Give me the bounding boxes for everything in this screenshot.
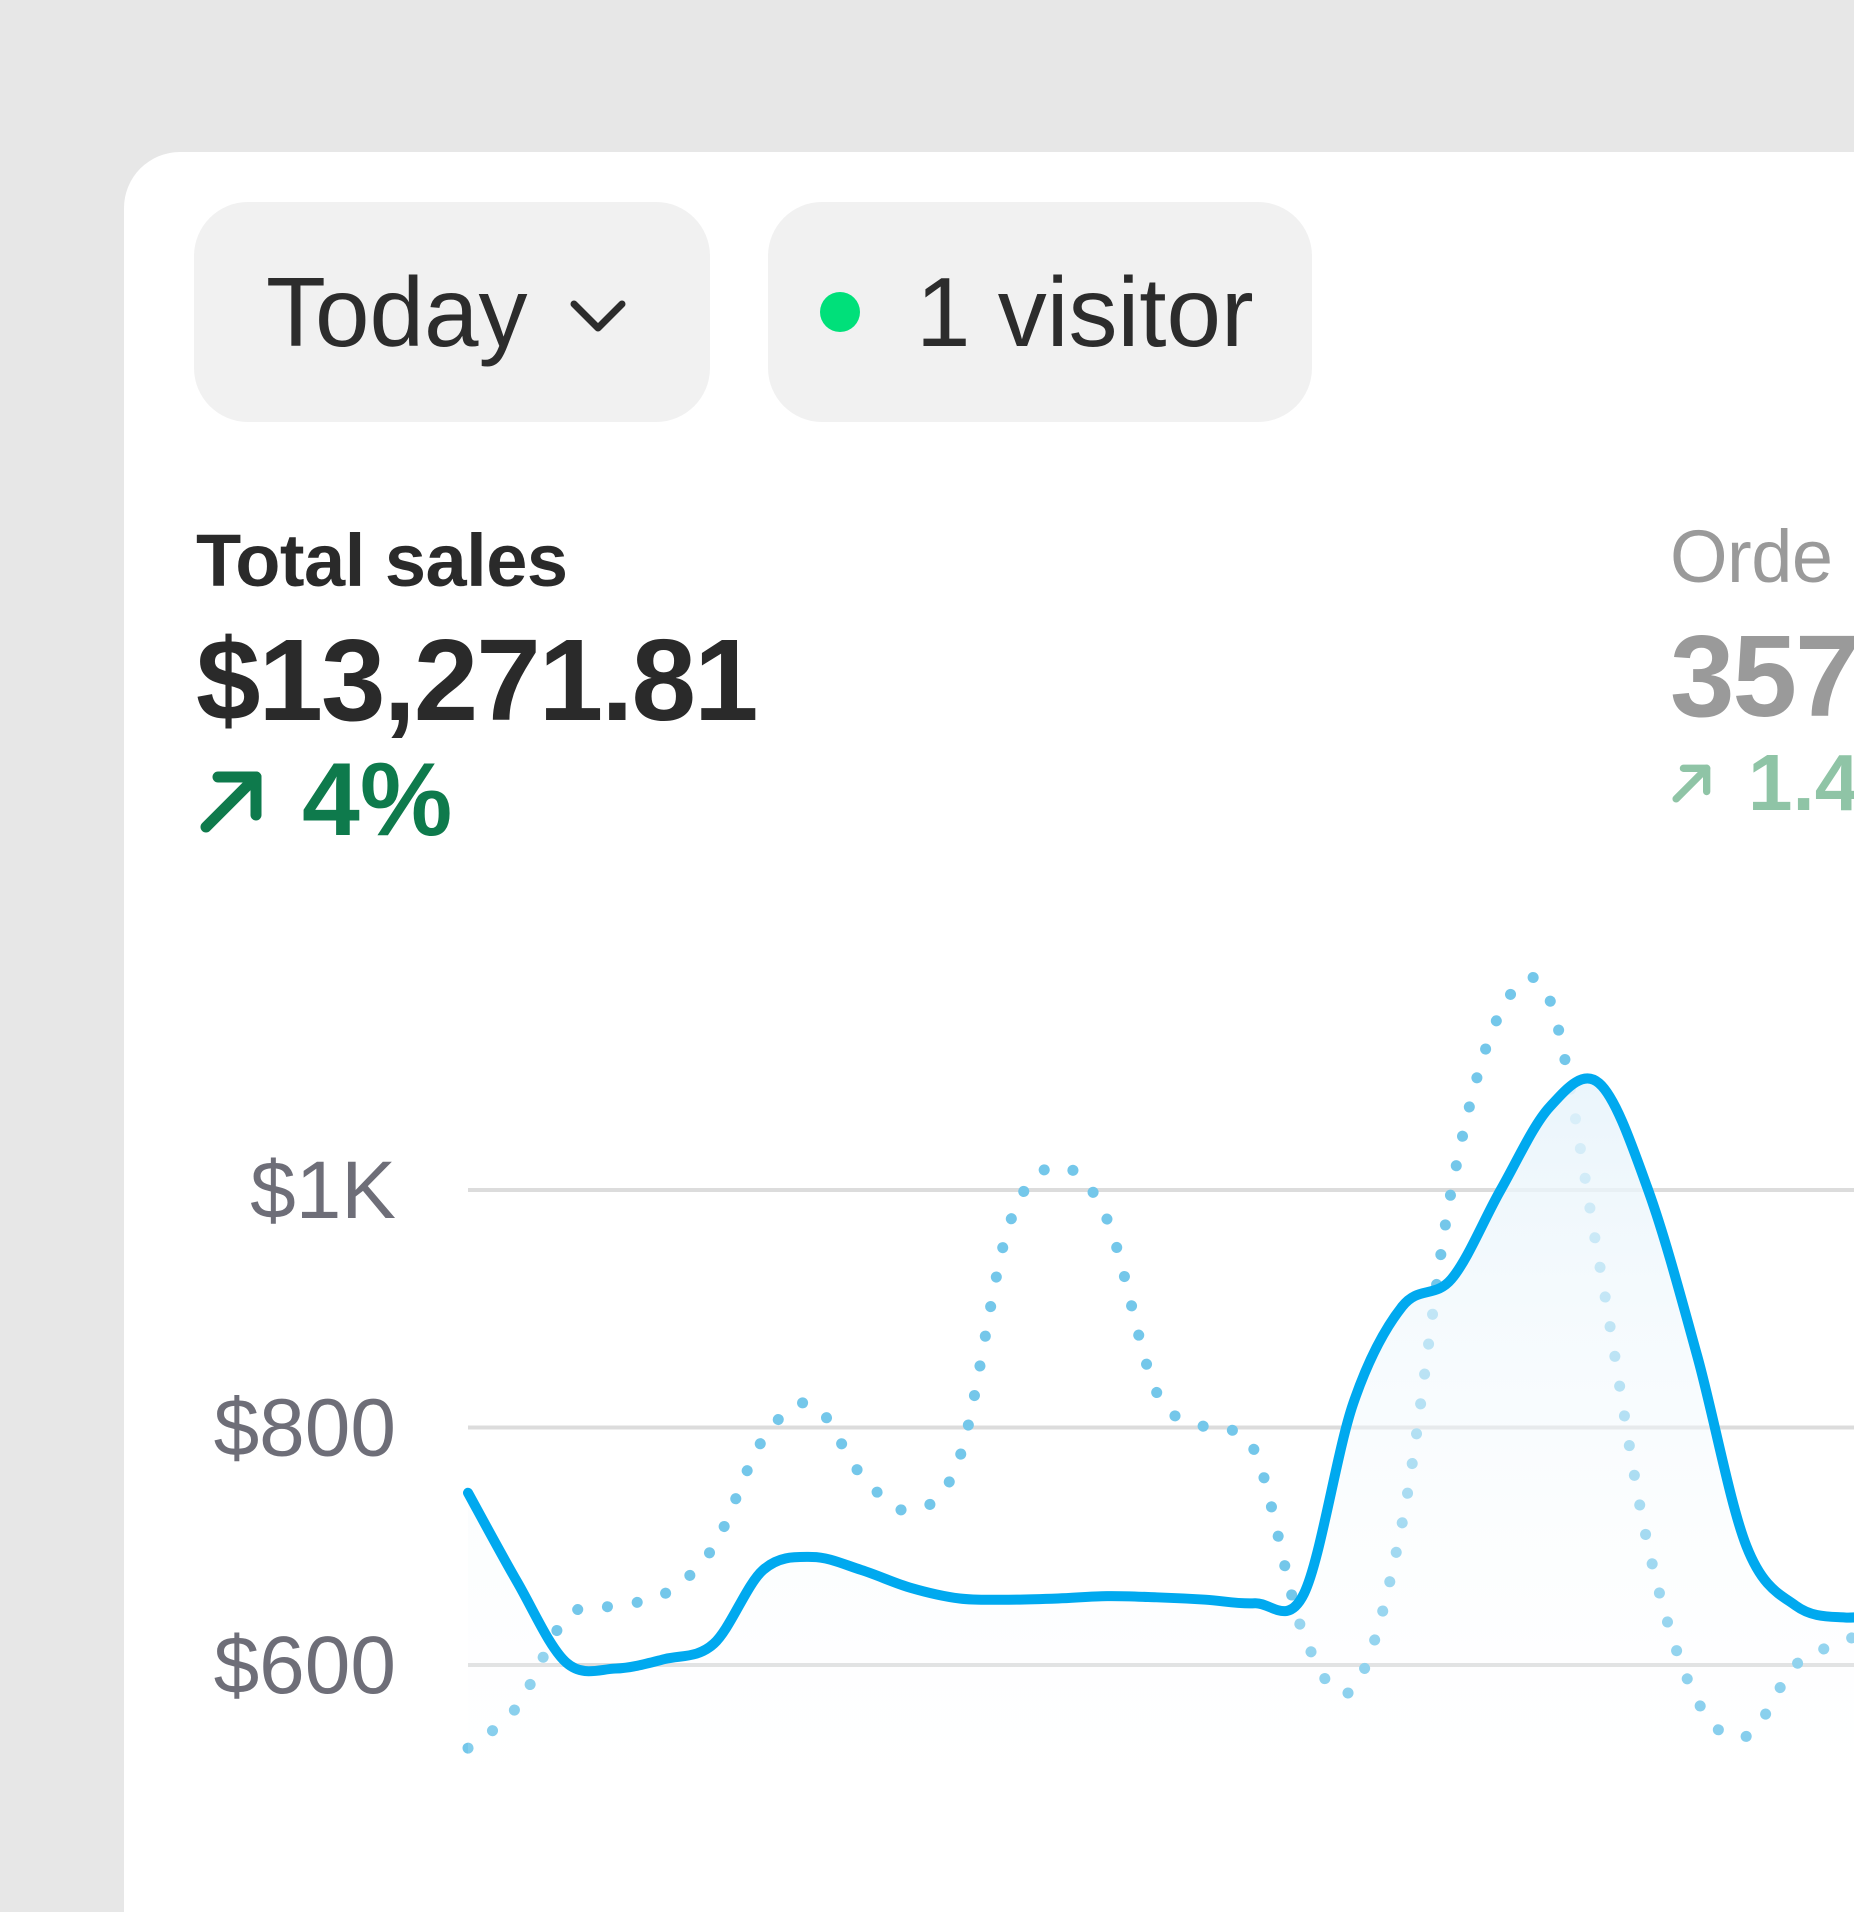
metric-value: 357 xyxy=(1670,611,1854,741)
y-tick-label: $1K xyxy=(250,1145,396,1236)
metric-change-value: 4% xyxy=(302,742,453,858)
live-visitors-button[interactable]: 1 visitor xyxy=(768,202,1312,422)
arrow-up-right-icon xyxy=(200,771,262,832)
metric-change-value: 1.4 xyxy=(1748,738,1854,827)
metric-total-sales[interactable]: Total sales $13,271.81 4% xyxy=(196,518,759,860)
date-filter-label: Today xyxy=(266,256,528,367)
arrow-up-right-icon xyxy=(1672,764,1711,803)
metric-value: $13,271.81 xyxy=(196,615,759,745)
metric-orders[interactable]: Orde 357 1.4 xyxy=(1670,514,1854,829)
date-filter-dropdown[interactable]: Today xyxy=(194,202,710,422)
live-status-dot-icon xyxy=(820,292,860,332)
live-visitors-label: 1 visitor xyxy=(916,256,1254,367)
y-tick-label: $600 xyxy=(214,1620,396,1711)
metric-label: Orde xyxy=(1670,515,1833,598)
y-tick-label: $800 xyxy=(214,1383,396,1474)
series-area xyxy=(468,1078,1854,1854)
metric-change: 1.4 xyxy=(1670,737,1854,829)
series-line-current xyxy=(463,1073,1854,1677)
chevron-down-icon xyxy=(570,300,626,332)
metric-change: 4% xyxy=(196,741,757,860)
metric-label: Total sales xyxy=(196,519,568,602)
sales-line-chart: $1K $800 $600 xyxy=(214,971,1854,1854)
